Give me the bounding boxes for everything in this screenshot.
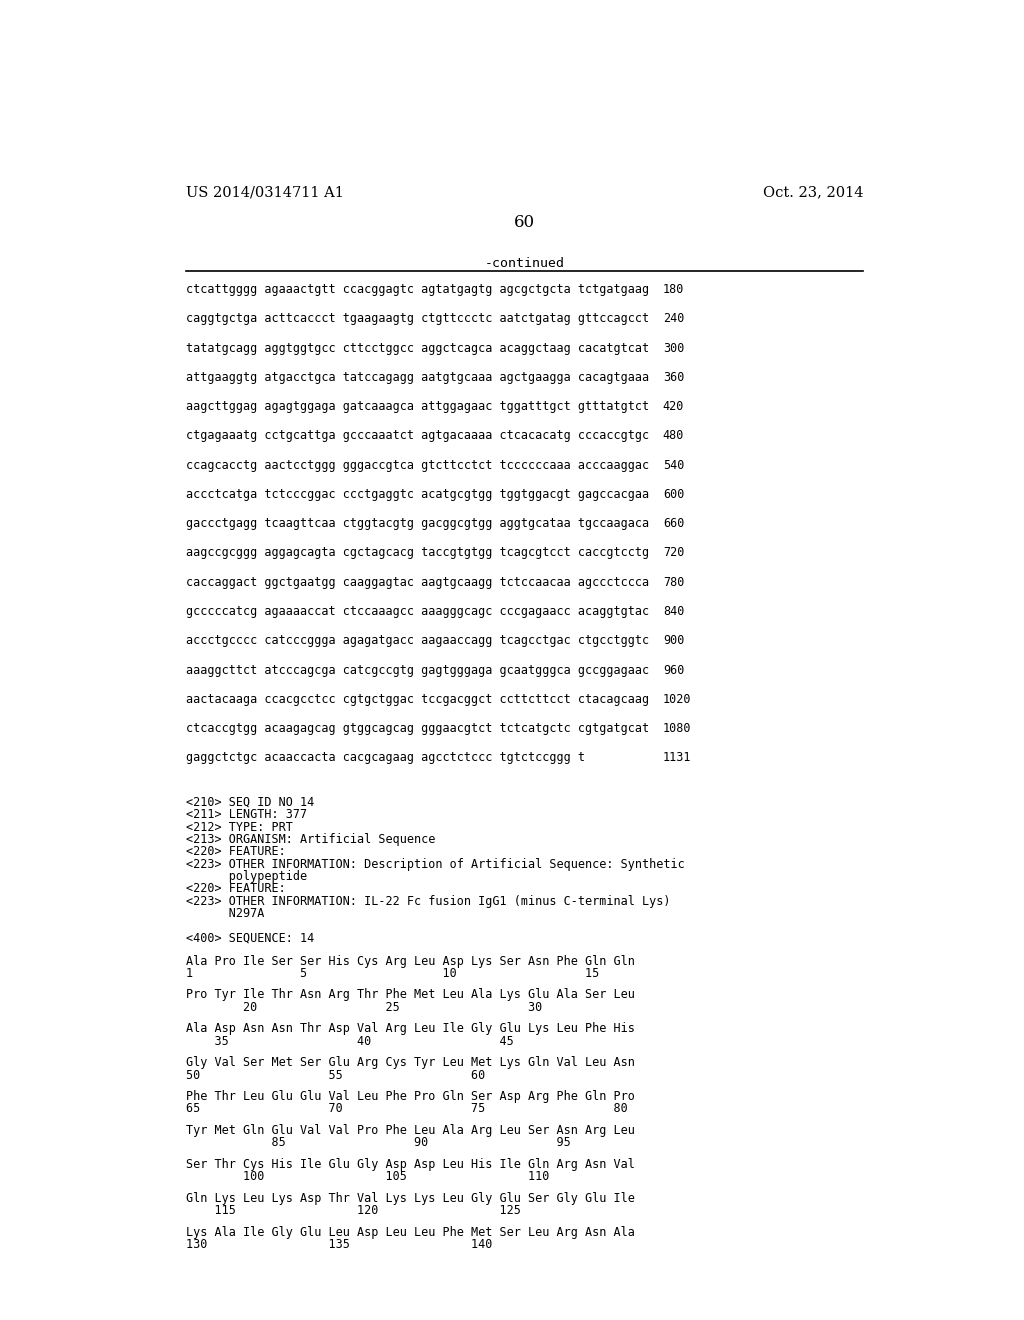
Text: aagcttggag agagtggaga gatcaaagca attggagaac tggatttgct gtttatgtct: aagcttggag agagtggaga gatcaaagca attggag… [186, 400, 649, 413]
Text: 1020: 1020 [663, 693, 691, 706]
Text: <212> TYPE: PRT: <212> TYPE: PRT [186, 821, 293, 834]
Text: 780: 780 [663, 576, 684, 589]
Text: accctcatga tctcccggac ccctgaggtc acatgcgtgg tggtggacgt gagccacgaa: accctcatga tctcccggac ccctgaggtc acatgcg… [186, 488, 649, 502]
Text: -continued: -continued [484, 257, 565, 271]
Text: 240: 240 [663, 313, 684, 326]
Text: <210> SEQ ID NO 14: <210> SEQ ID NO 14 [186, 796, 314, 809]
Text: 1               5                   10                  15: 1 5 10 15 [186, 966, 599, 979]
Text: 100                 105                 110: 100 105 110 [186, 1171, 550, 1183]
Text: 960: 960 [663, 664, 684, 677]
Text: 660: 660 [663, 517, 684, 531]
Text: ctgagaaatg cctgcattga gcccaaatct agtgacaaaa ctcacacatg cccaccgtgc: ctgagaaatg cctgcattga gcccaaatct agtgaca… [186, 429, 649, 442]
Text: Ala Asp Asn Asn Thr Asp Val Arg Leu Ile Gly Glu Lys Leu Phe His: Ala Asp Asn Asn Thr Asp Val Arg Leu Ile … [186, 1022, 635, 1035]
Text: 85                  90                  95: 85 90 95 [186, 1137, 570, 1150]
Text: <220> FEATURE:: <220> FEATURE: [186, 845, 286, 858]
Text: Phe Thr Leu Glu Glu Val Leu Phe Pro Gln Ser Asp Arg Phe Gln Pro: Phe Thr Leu Glu Glu Val Leu Phe Pro Gln … [186, 1090, 635, 1104]
Text: <400> SEQUENCE: 14: <400> SEQUENCE: 14 [186, 932, 314, 945]
Text: gcccccatcg agaaaaccat ctccaaagcc aaagggcagc cccgagaacc acaggtgtac: gcccccatcg agaaaaccat ctccaaagcc aaagggc… [186, 605, 649, 618]
Text: gaggctctgc acaaccacta cacgcagaag agcctctccc tgtctccggg t: gaggctctgc acaaccacta cacgcagaag agcctct… [186, 751, 585, 764]
Text: attgaaggtg atgacctgca tatccagagg aatgtgcaaa agctgaagga cacagtgaaa: attgaaggtg atgacctgca tatccagagg aatgtgc… [186, 371, 649, 384]
Text: 65                  70                  75                  80: 65 70 75 80 [186, 1102, 628, 1115]
Text: 480: 480 [663, 429, 684, 442]
Text: 300: 300 [663, 342, 684, 355]
Text: 540: 540 [663, 459, 684, 471]
Text: 180: 180 [663, 284, 684, 296]
Text: 900: 900 [663, 635, 684, 647]
Text: Gln Lys Leu Lys Asp Thr Val Lys Lys Leu Gly Glu Ser Gly Glu Ile: Gln Lys Leu Lys Asp Thr Val Lys Lys Leu … [186, 1192, 635, 1205]
Text: 50                  55                  60: 50 55 60 [186, 1069, 485, 1081]
Text: Lys Ala Ile Gly Glu Leu Asp Leu Leu Phe Met Ser Leu Arg Asn Ala: Lys Ala Ile Gly Glu Leu Asp Leu Leu Phe … [186, 1225, 635, 1238]
Text: 840: 840 [663, 605, 684, 618]
Text: aaaggcttct atcccagcga catcgccgtg gagtgggaga gcaatgggca gccggagaac: aaaggcttct atcccagcga catcgccgtg gagtggg… [186, 664, 649, 677]
Text: N297A: N297A [186, 907, 264, 920]
Text: polypeptide: polypeptide [186, 870, 307, 883]
Text: ctcattgggg agaaactgtt ccacggagtc agtatgagtg agcgctgcta tctgatgaag: ctcattgggg agaaactgtt ccacggagtc agtatga… [186, 284, 649, 296]
Text: 35                  40                  45: 35 40 45 [186, 1035, 514, 1048]
Text: tatatgcagg aggtggtgcc cttcctggcc aggctcagca acaggctaag cacatgtcat: tatatgcagg aggtggtgcc cttcctggcc aggctca… [186, 342, 649, 355]
Text: accctgcccc catcccggga agagatgacc aagaaccagg tcagcctgac ctgcctggtc: accctgcccc catcccggga agagatgacc aagaacc… [186, 635, 649, 647]
Text: ctcaccgtgg acaagagcag gtggcagcag gggaacgtct tctcatgctc cgtgatgcat: ctcaccgtgg acaagagcag gtggcagcag gggaacg… [186, 722, 649, 735]
Text: <223> OTHER INFORMATION: IL-22 Fc fusion IgG1 (minus C-terminal Lys): <223> OTHER INFORMATION: IL-22 Fc fusion… [186, 895, 671, 908]
Text: <223> OTHER INFORMATION: Description of Artificial Sequence: Synthetic: <223> OTHER INFORMATION: Description of … [186, 858, 685, 871]
Text: <213> ORGANISM: Artificial Sequence: <213> ORGANISM: Artificial Sequence [186, 833, 435, 846]
Text: 20                  25                  30: 20 25 30 [186, 1001, 543, 1014]
Text: Gly Val Ser Met Ser Glu Arg Cys Tyr Leu Met Lys Gln Val Leu Asn: Gly Val Ser Met Ser Glu Arg Cys Tyr Leu … [186, 1056, 635, 1069]
Text: 1131: 1131 [663, 751, 691, 764]
Text: Pro Tyr Ile Thr Asn Arg Thr Phe Met Leu Ala Lys Glu Ala Ser Leu: Pro Tyr Ile Thr Asn Arg Thr Phe Met Leu … [186, 989, 635, 1002]
Text: Oct. 23, 2014: Oct. 23, 2014 [763, 185, 863, 199]
Text: 1080: 1080 [663, 722, 691, 735]
Text: <220> FEATURE:: <220> FEATURE: [186, 882, 286, 895]
Text: aagccgcggg aggagcagta cgctagcacg taccgtgtgg tcagcgtcct caccgtcctg: aagccgcggg aggagcagta cgctagcacg taccgtg… [186, 546, 649, 560]
Text: 130                 135                 140: 130 135 140 [186, 1238, 493, 1251]
Text: Ser Thr Cys His Ile Glu Gly Asp Asp Leu His Ile Gln Arg Asn Val: Ser Thr Cys His Ile Glu Gly Asp Asp Leu … [186, 1158, 635, 1171]
Text: 115                 120                 125: 115 120 125 [186, 1204, 521, 1217]
Text: 720: 720 [663, 546, 684, 560]
Text: 600: 600 [663, 488, 684, 502]
Text: caggtgctga acttcaccct tgaagaagtg ctgttccctc aatctgatag gttccagcct: caggtgctga acttcaccct tgaagaagtg ctgttcc… [186, 313, 649, 326]
Text: Ala Pro Ile Ser Ser His Cys Arg Leu Asp Lys Ser Asn Phe Gln Gln: Ala Pro Ile Ser Ser His Cys Arg Leu Asp … [186, 954, 635, 968]
Text: ccagcacctg aactcctggg gggaccgtca gtcttcctct tccccccaaa acccaaggac: ccagcacctg aactcctggg gggaccgtca gtcttcc… [186, 459, 649, 471]
Text: aactacaaga ccacgcctcc cgtgctggac tccgacggct ccttcttcct ctacagcaag: aactacaaga ccacgcctcc cgtgctggac tccgacg… [186, 693, 649, 706]
Text: gaccctgagg tcaagttcaa ctggtacgtg gacggcgtgg aggtgcataa tgccaagaca: gaccctgagg tcaagttcaa ctggtacgtg gacggcg… [186, 517, 649, 531]
Text: US 2014/0314711 A1: US 2014/0314711 A1 [186, 185, 344, 199]
Text: caccaggact ggctgaatgg caaggagtac aagtgcaagg tctccaacaa agccctccca: caccaggact ggctgaatgg caaggagtac aagtgca… [186, 576, 649, 589]
Text: 360: 360 [663, 371, 684, 384]
Text: Tyr Met Gln Glu Val Val Pro Phe Leu Ala Arg Leu Ser Asn Arg Leu: Tyr Met Gln Glu Val Val Pro Phe Leu Ala … [186, 1125, 635, 1137]
Text: <211> LENGTH: 377: <211> LENGTH: 377 [186, 808, 307, 821]
Text: 60: 60 [514, 214, 536, 231]
Text: 420: 420 [663, 400, 684, 413]
